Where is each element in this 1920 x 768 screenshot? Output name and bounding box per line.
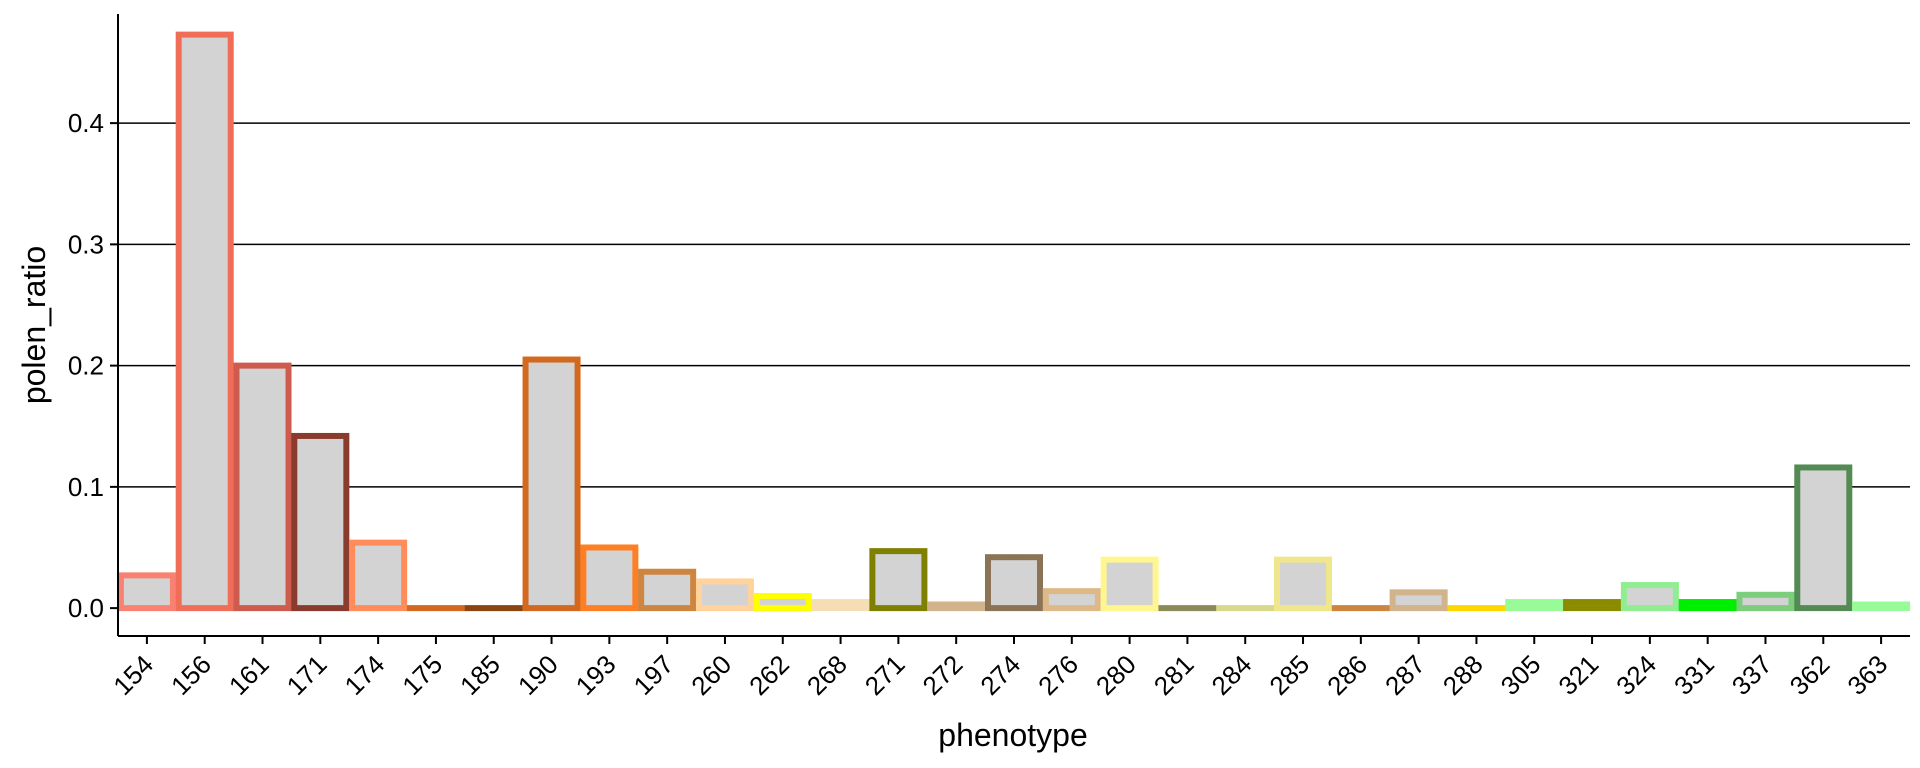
bar-point-305 [1531, 599, 1537, 605]
x-tick-label: 274 [974, 649, 1026, 701]
x-tick-label: 190 [512, 649, 564, 701]
x-ticks: 154 156 161 171 174 175 185 190 193 197 260 262 268 2… [107, 636, 1893, 701]
bar-point-154 [144, 572, 150, 578]
x-axis-title: phenotype [938, 717, 1087, 753]
bar-362 [1794, 464, 1853, 612]
bar-point-197 [664, 569, 670, 575]
y-tick-label: 0.0 [68, 593, 104, 623]
bar-point-281 [1184, 605, 1191, 611]
bar-point-276 [1069, 588, 1075, 594]
bar-174 [349, 539, 408, 612]
y-tick-label: 0.2 [68, 351, 104, 381]
x-tick-label: 305 [1495, 649, 1547, 701]
x-tick-label: 284 [1206, 649, 1258, 701]
bar-190 [522, 356, 581, 612]
bar-271 [869, 548, 928, 612]
bar-156 [175, 31, 234, 612]
x-tick-label: 161 [223, 649, 275, 701]
y-ticks: 0.0 0.1 0.2 0.3 0.4 [68, 108, 118, 623]
bar-point-280 [1127, 557, 1133, 563]
bar-point-161 [259, 363, 266, 369]
y-tick-label: 0.4 [68, 108, 104, 138]
bar-260 [695, 578, 754, 612]
bar-point-284 [1242, 605, 1248, 611]
bar-point-285 [1300, 557, 1306, 563]
x-tick-label: 287 [1379, 649, 1431, 701]
x-tick-label: 260 [685, 649, 737, 701]
bar-285 [1274, 556, 1333, 612]
bar-274 [984, 554, 1044, 612]
x-tick-label: 174 [338, 649, 390, 701]
x-tick-label: 193 [570, 649, 622, 701]
x-tick-label: 324 [1610, 649, 1662, 701]
bar-point-260 [722, 578, 728, 585]
bar-point-324 [1647, 582, 1653, 588]
x-tick-label: 281 [1148, 649, 1200, 701]
bar-point-262 [780, 593, 786, 599]
bars [117, 31, 1911, 612]
bar-point-185 [491, 605, 497, 611]
bar-280 [1100, 556, 1159, 612]
bar-point-363 [1878, 601, 1884, 608]
bar-161 [233, 362, 292, 612]
x-tick-label: 337 [1726, 649, 1778, 701]
x-tick-label: 321 [1552, 649, 1604, 701]
y-tick-label: 0.3 [68, 229, 104, 259]
bar-point-174 [375, 540, 381, 546]
bar-324 [1620, 582, 1679, 612]
x-tick-label: 280 [1090, 649, 1142, 701]
bar-point-287 [1416, 589, 1422, 595]
x-tick-label: 185 [454, 649, 506, 701]
bar-point-272 [953, 601, 959, 608]
x-tick-label: 262 [743, 649, 795, 701]
x-tick-label: 175 [396, 649, 448, 701]
bar-171 [291, 432, 350, 612]
bar-154 [117, 572, 176, 612]
bar-point-331 [1705, 599, 1711, 605]
x-tick-label: 272 [917, 649, 969, 701]
bar-197 [638, 568, 697, 612]
bar-point-337 [1762, 592, 1769, 598]
x-tick-label: 331 [1668, 649, 1720, 701]
bar-point-321 [1589, 599, 1595, 605]
x-tick-label: 197 [628, 649, 680, 701]
bar-point-156 [202, 32, 208, 38]
x-tick-label: 271 [859, 649, 911, 701]
x-tick-label: 276 [1032, 649, 1084, 701]
x-tick-label: 288 [1437, 649, 1489, 701]
x-tick-label: 363 [1841, 649, 1893, 701]
bar-point-193 [606, 544, 612, 551]
bar-point-171 [317, 433, 323, 439]
bar-point-274 [1011, 554, 1017, 560]
x-tick-label: 171 [281, 649, 333, 701]
x-tick-label: 285 [1263, 649, 1315, 701]
grid-lines [118, 122, 1910, 488]
x-tick-label: 156 [165, 649, 217, 701]
bar-point-175 [433, 605, 439, 611]
y-axis-title: polen_ratio [16, 246, 52, 404]
bar-point-190 [548, 356, 555, 363]
y-tick-label: 0.1 [68, 472, 104, 502]
bar-point-288 [1473, 605, 1480, 611]
x-tick-label: 268 [801, 649, 853, 701]
bar-point-271 [895, 548, 901, 554]
x-tick-label: 286 [1321, 649, 1373, 701]
bar-193 [580, 544, 639, 612]
x-tick-label: 154 [107, 649, 159, 701]
x-tick-label: 362 [1784, 649, 1836, 701]
bar-point-286 [1358, 605, 1364, 611]
bar-point-362 [1820, 464, 1826, 471]
bar-point-268 [837, 599, 844, 605]
